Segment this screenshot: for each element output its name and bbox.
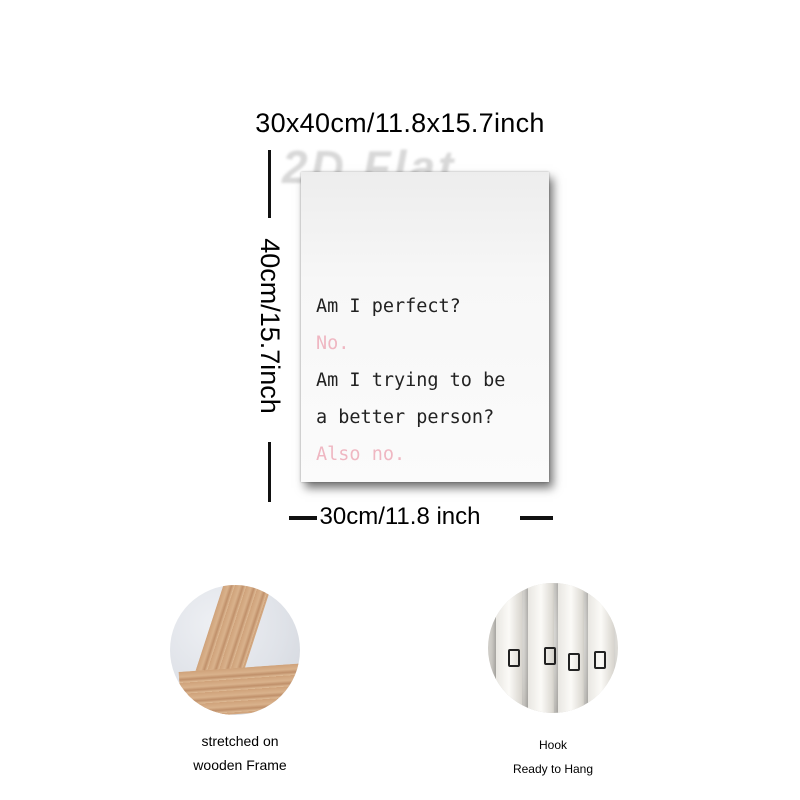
quote-line-3: Am I trying to be (316, 370, 506, 391)
canvas-board (496, 583, 522, 713)
canvas-board (588, 583, 614, 713)
hook-icon (544, 647, 556, 665)
canvas-board (558, 583, 584, 713)
hook-photo (488, 583, 618, 713)
horizontal-dimension-bar-left (289, 516, 317, 520)
top-dimension-label: 30x40cm/11.8x15.7inch (255, 108, 545, 138)
hook-caption-line-2: Ready to Hang (512, 762, 594, 776)
quote-line-2: No. (316, 333, 350, 354)
hook-icon (568, 653, 580, 671)
quote-text: Am I perfect? No. Am I trying to be a bette… (316, 288, 505, 473)
hook-caption-line-1: Hook (538, 738, 567, 752)
horizontal-dimension-bar-right (520, 516, 553, 520)
hook-icon (508, 649, 520, 667)
canvas-print: Am I perfect? No. Am I trying to be a bette… (301, 172, 549, 482)
vertical-dimension-bar-bottom (268, 442, 271, 502)
side-dimension-label: 40cm/15.7inch (255, 238, 285, 414)
frame-caption: stretched on wooden Frame (140, 729, 340, 777)
frame-caption-line-1: stretched on (201, 733, 279, 749)
vertical-dimension-bar-top (268, 150, 271, 218)
quote-line-5: Also no. (316, 444, 406, 465)
hook-caption: Hook Ready to Hang (458, 733, 648, 781)
quote-line-1: Am I perfect? (316, 296, 461, 317)
wooden-frame-photo (170, 585, 300, 715)
bottom-dimension-label: 30cm/11.8 inch (319, 503, 481, 530)
quote-line-4: a better person? (316, 407, 495, 428)
frame-caption-line-2: wooden Frame (193, 757, 287, 773)
hook-icon (594, 651, 606, 669)
